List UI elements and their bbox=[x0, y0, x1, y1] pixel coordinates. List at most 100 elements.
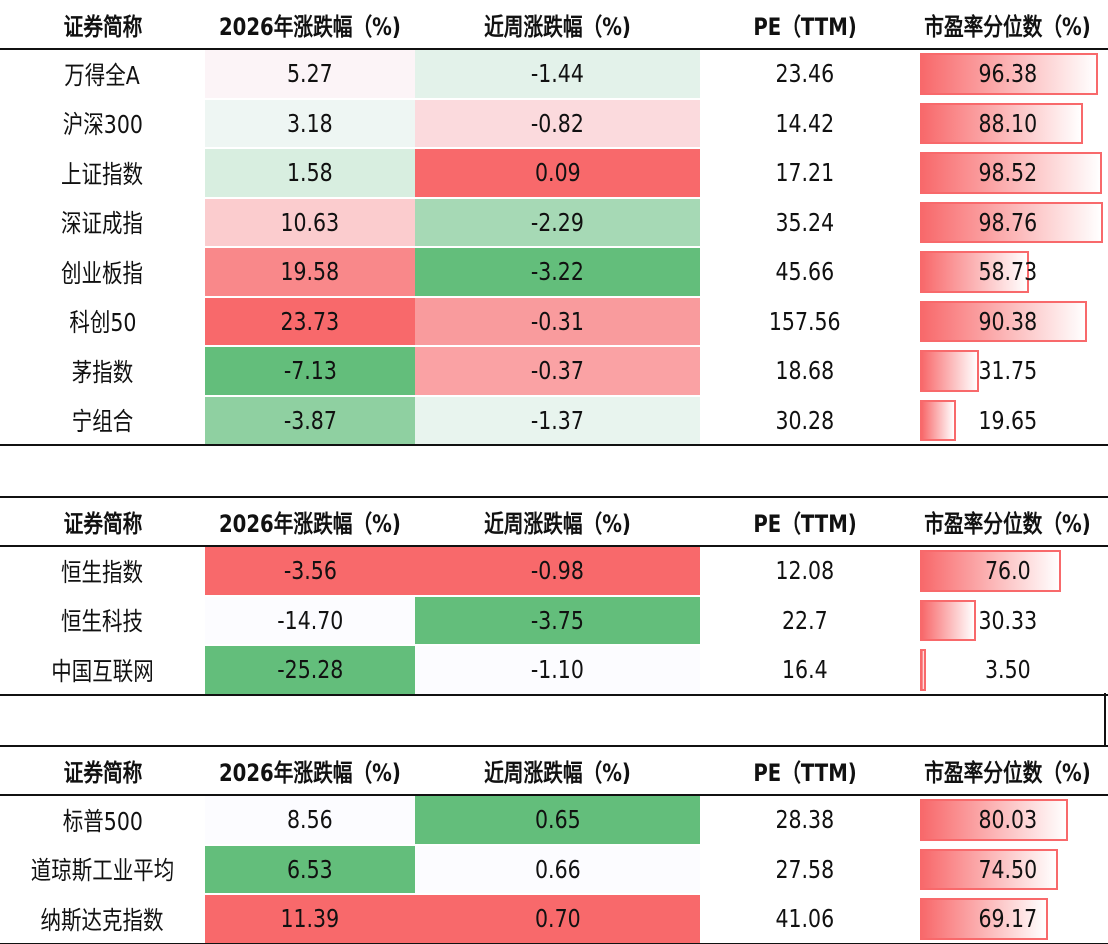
cell-value: -0.82 bbox=[530, 108, 585, 138]
column-header: PE（TTM) bbox=[753, 510, 857, 538]
cell-value: -0.98 bbox=[530, 556, 585, 586]
cell-value: -7.13 bbox=[283, 356, 337, 386]
cell-value: -2.29 bbox=[530, 207, 585, 237]
cell-value: -1.37 bbox=[530, 405, 585, 435]
heat-cell bbox=[415, 149, 700, 197]
cell-value: 88.10 bbox=[978, 108, 1037, 138]
heat-cell bbox=[415, 347, 700, 395]
table-border bbox=[0, 444, 1108, 446]
cell-value: 35.24 bbox=[775, 207, 835, 237]
header-border bbox=[0, 48, 1108, 50]
cell-value: -0.31 bbox=[530, 306, 585, 336]
heat-cell bbox=[205, 50, 415, 98]
data-bar bbox=[920, 399, 957, 441]
row-name: 上证指数 bbox=[61, 159, 144, 189]
heat-cell bbox=[205, 547, 415, 595]
heat-cell bbox=[415, 198, 700, 246]
cell-value: 5.27 bbox=[287, 59, 333, 89]
cell-value: -0.37 bbox=[530, 356, 585, 386]
cell-value: -3.56 bbox=[283, 556, 337, 586]
cell-value: 0.09 bbox=[534, 158, 581, 188]
cell-value: 76.0 bbox=[984, 556, 1031, 586]
data-bar bbox=[920, 102, 1083, 144]
cell-value: 12.08 bbox=[775, 556, 835, 586]
column-header: 近周涨跌幅（%) bbox=[484, 510, 631, 538]
cell-value: 69.17 bbox=[978, 904, 1037, 934]
row-name: 创业板指 bbox=[61, 258, 144, 288]
cell-value: 80.03 bbox=[978, 805, 1037, 835]
heat-cell bbox=[415, 248, 700, 296]
heat-cell bbox=[205, 895, 415, 943]
column-header: 证券简称 bbox=[63, 510, 142, 538]
heat-cell bbox=[205, 297, 415, 345]
cell-value: -1.10 bbox=[530, 655, 585, 685]
table-border bbox=[0, 496, 1108, 498]
heat-cell bbox=[205, 396, 415, 444]
row-name: 标普500 bbox=[62, 806, 143, 836]
heat-cell bbox=[415, 50, 700, 98]
heat-cell bbox=[205, 248, 415, 296]
heat-cell bbox=[415, 796, 700, 844]
cell-value: 1.58 bbox=[287, 158, 333, 188]
row-name: 宁组合 bbox=[71, 407, 134, 437]
cell-value: 90.38 bbox=[978, 306, 1037, 336]
cell-value: 17.21 bbox=[775, 158, 835, 188]
column-header: 市盈率分位数（%) bbox=[924, 13, 1091, 41]
row-name: 恒生指数 bbox=[61, 557, 144, 587]
heat-cell bbox=[415, 99, 700, 147]
row-name: 纳斯达克指数 bbox=[40, 905, 164, 935]
cell-value: 19.65 bbox=[978, 405, 1037, 435]
heat-cell bbox=[205, 845, 415, 893]
cell-value: 0.66 bbox=[534, 854, 581, 884]
heat-cell bbox=[205, 99, 415, 147]
cell-value: 14.42 bbox=[775, 108, 835, 138]
column-header: 近周涨跌幅（%) bbox=[484, 759, 631, 787]
data-bar bbox=[920, 898, 1048, 940]
column-header: 2026年涨跌幅（%) bbox=[219, 510, 401, 538]
cell-value: 98.52 bbox=[978, 158, 1037, 188]
cell-value: 58.73 bbox=[978, 257, 1037, 287]
table-border bbox=[0, 693, 1108, 696]
cell-value: -3.22 bbox=[530, 257, 585, 287]
row-name: 深证成指 bbox=[61, 209, 144, 239]
heat-cell bbox=[415, 547, 700, 595]
heat-cell bbox=[415, 396, 700, 444]
heat-cell bbox=[205, 347, 415, 395]
row-name: 道琼斯工业平均 bbox=[30, 856, 175, 886]
cell-value: 18.68 bbox=[775, 356, 835, 386]
row-name: 科创50 bbox=[68, 308, 137, 338]
cell-value: -14.70 bbox=[276, 605, 344, 635]
cell-value: 3.18 bbox=[287, 108, 333, 138]
cell-value: 96.38 bbox=[978, 59, 1037, 89]
data-bar bbox=[920, 550, 1061, 592]
data-bar bbox=[920, 201, 1103, 243]
heat-cell bbox=[415, 596, 700, 644]
heat-cell bbox=[415, 297, 700, 345]
cell-value: 11.39 bbox=[280, 904, 340, 934]
table-border bbox=[0, 942, 1108, 944]
heat-cell bbox=[415, 895, 700, 943]
data-bar bbox=[920, 799, 1069, 841]
cell-value: 41.06 bbox=[775, 904, 835, 934]
cell-value: -1.44 bbox=[530, 59, 585, 89]
cell-value: 0.70 bbox=[534, 904, 581, 934]
data-bar bbox=[920, 848, 1058, 890]
row-name: 恒生科技 bbox=[61, 607, 144, 637]
data-bar bbox=[920, 300, 1088, 342]
data-bar bbox=[920, 649, 927, 691]
column-header: PE（TTM) bbox=[753, 759, 857, 787]
box-border bbox=[1104, 693, 1106, 745]
cell-value: -25.28 bbox=[276, 655, 344, 685]
data-bar bbox=[920, 251, 1029, 293]
data-bar bbox=[920, 53, 1099, 95]
column-header: 2026年涨跌幅（%) bbox=[219, 13, 401, 41]
column-header: 近周涨跌幅（%) bbox=[484, 13, 631, 41]
row-name: 沪深300 bbox=[62, 110, 143, 140]
cell-value: 31.75 bbox=[978, 356, 1037, 386]
cell-value: 8.56 bbox=[287, 805, 333, 835]
data-bar bbox=[920, 599, 977, 641]
cell-value: 30.28 bbox=[775, 405, 835, 435]
data-bar bbox=[920, 152, 1103, 194]
heat-cell bbox=[205, 198, 415, 246]
